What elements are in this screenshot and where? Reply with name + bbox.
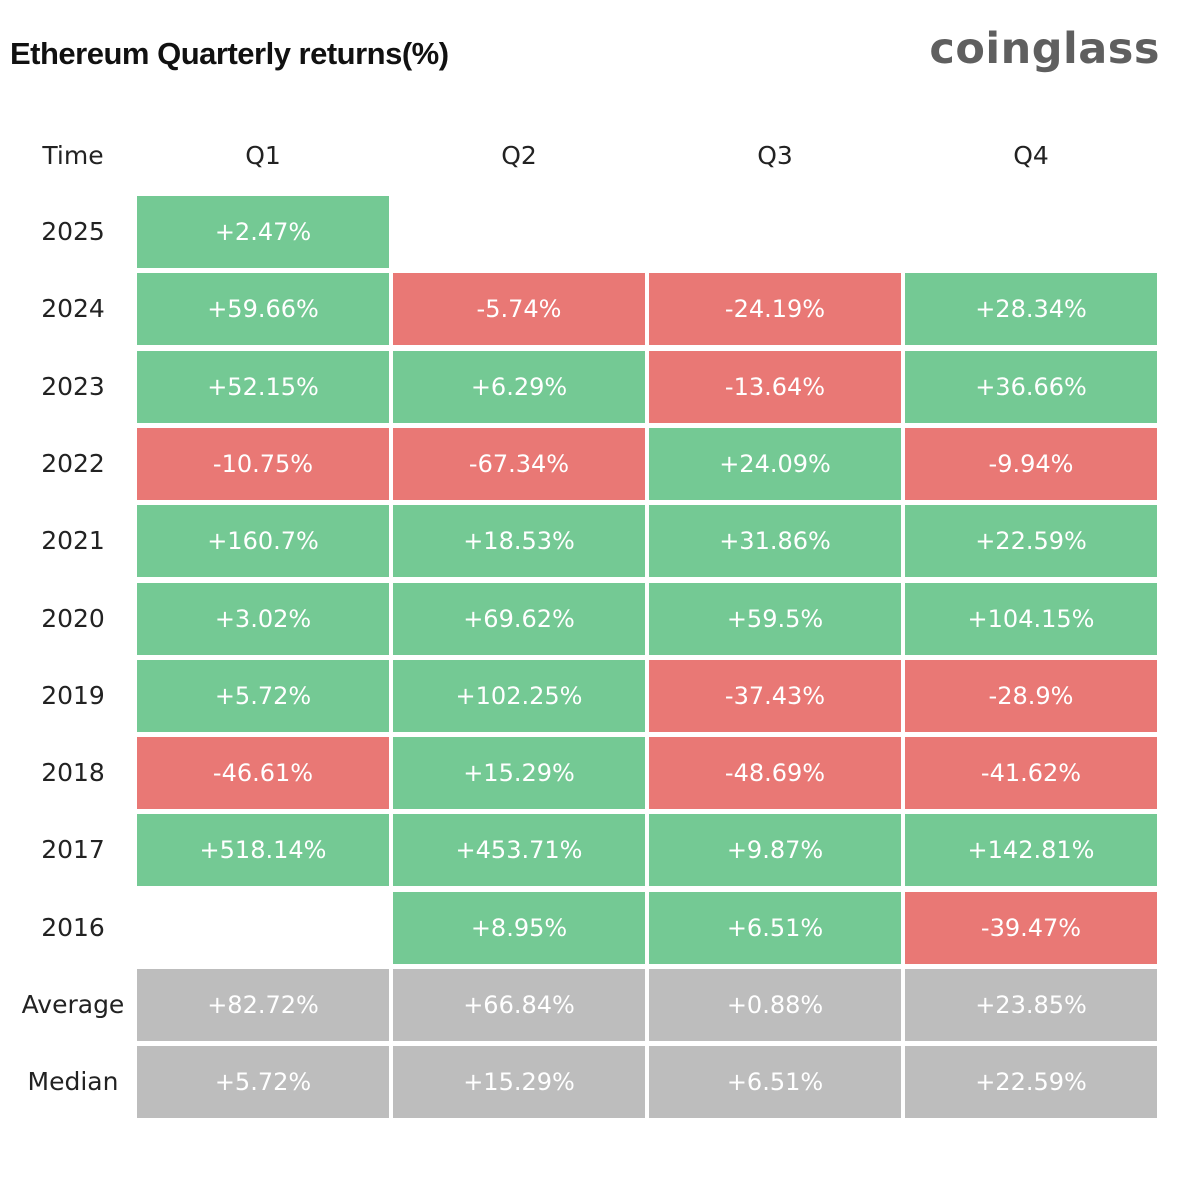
- header-q4: Q4: [905, 136, 1157, 176]
- row-label: Median: [10, 1046, 136, 1118]
- return-cell: +3.02%: [137, 583, 389, 655]
- return-cell: +8.95%: [393, 892, 645, 964]
- row-label: 2019: [10, 660, 136, 732]
- return-cell: +102.25%: [393, 660, 645, 732]
- return-cell: -37.43%: [649, 660, 901, 732]
- return-cell: +518.14%: [137, 814, 389, 886]
- return-cell: -13.64%: [649, 351, 901, 423]
- return-cell: +22.59%: [905, 505, 1157, 577]
- return-cell: +5.72%: [137, 660, 389, 732]
- return-cell: +31.86%: [649, 505, 901, 577]
- return-cell: +82.72%: [137, 969, 389, 1041]
- return-cell: +36.66%: [905, 351, 1157, 423]
- return-cell: +22.59%: [905, 1046, 1157, 1118]
- row-label: 2018: [10, 737, 136, 809]
- return-cell: -9.94%: [905, 428, 1157, 500]
- return-cell: -46.61%: [137, 737, 389, 809]
- row-label: 2022: [10, 428, 136, 500]
- row-label: 2017: [10, 814, 136, 886]
- returns-table: Time Q1 Q2 Q3 Q4 2025 +2.47% 2024 +59.66% -5.74% -…: [0, 0, 1186, 1194]
- header-q3: Q3: [649, 136, 901, 176]
- return-cell: +142.81%: [905, 814, 1157, 886]
- return-cell: +2.47%: [137, 196, 389, 268]
- return-cell: +15.29%: [393, 737, 645, 809]
- row-label: Average: [10, 969, 136, 1041]
- row-label: 2020: [10, 583, 136, 655]
- row-label: 2023: [10, 351, 136, 423]
- return-cell: +69.62%: [393, 583, 645, 655]
- return-cell: +104.15%: [905, 583, 1157, 655]
- return-cell: -5.74%: [393, 273, 645, 345]
- return-cell: +59.66%: [137, 273, 389, 345]
- return-cell: +24.09%: [649, 428, 901, 500]
- row-label: 2025: [10, 196, 136, 268]
- header-time: Time: [10, 136, 136, 176]
- header-q1: Q1: [137, 136, 389, 176]
- return-cell: -39.47%: [905, 892, 1157, 964]
- return-cell: -48.69%: [649, 737, 901, 809]
- return-cell: -24.19%: [649, 273, 901, 345]
- return-cell: +160.7%: [137, 505, 389, 577]
- row-label: 2021: [10, 505, 136, 577]
- return-cell: +6.51%: [649, 1046, 901, 1118]
- return-cell: +453.71%: [393, 814, 645, 886]
- row-label: 2024: [10, 273, 136, 345]
- return-cell: +18.53%: [393, 505, 645, 577]
- return-cell: +0.88%: [649, 969, 901, 1041]
- return-cell: +5.72%: [137, 1046, 389, 1118]
- return-cell: +23.85%: [905, 969, 1157, 1041]
- return-cell: -28.9%: [905, 660, 1157, 732]
- return-cell: +66.84%: [393, 969, 645, 1041]
- row-label: 2016: [10, 892, 136, 964]
- return-cell: -67.34%: [393, 428, 645, 500]
- return-cell: +6.29%: [393, 351, 645, 423]
- return-cell: +59.5%: [649, 583, 901, 655]
- return-cell: +28.34%: [905, 273, 1157, 345]
- header-q2: Q2: [393, 136, 645, 176]
- return-cell: +52.15%: [137, 351, 389, 423]
- return-cell: +15.29%: [393, 1046, 645, 1118]
- return-cell: -41.62%: [905, 737, 1157, 809]
- return-cell: -10.75%: [137, 428, 389, 500]
- return-cell: +6.51%: [649, 892, 901, 964]
- return-cell: +9.87%: [649, 814, 901, 886]
